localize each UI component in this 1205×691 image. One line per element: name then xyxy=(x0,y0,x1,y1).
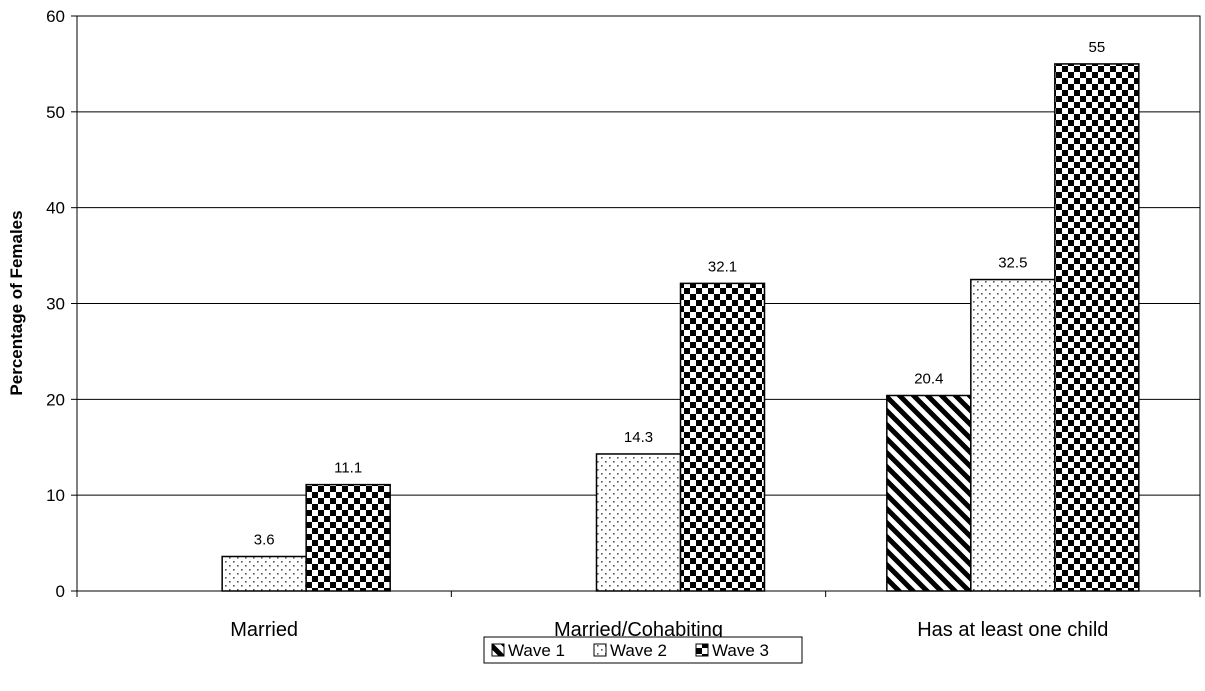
y-tick-labels: 0 10 20 30 40 50 60 xyxy=(46,7,65,601)
legend-swatch xyxy=(491,643,505,657)
y-tick-label: 20 xyxy=(46,390,65,409)
data-label: 14.3 xyxy=(624,429,653,446)
data-label: 3.6 xyxy=(254,532,275,549)
plot-frame xyxy=(76,15,1201,592)
y-tick-label: 0 xyxy=(56,582,65,601)
data-label: 11.1 xyxy=(334,460,362,477)
legend-label: Wave 1 xyxy=(508,641,565,660)
bar-wave-2 xyxy=(221,555,307,592)
bar-wave-2 xyxy=(595,453,682,592)
bar-wave-3 xyxy=(679,282,766,592)
y-tick-label: 50 xyxy=(46,103,65,122)
y-tick-label: 30 xyxy=(46,295,65,314)
data-label: 32.1 xyxy=(708,258,737,275)
category-labels: Married Married/Cohabiting Has at least on… xyxy=(230,619,1108,641)
legend-label: Wave 3 xyxy=(712,641,769,660)
data-label: 32.5 xyxy=(998,255,1027,272)
data-label: 55 xyxy=(1088,39,1105,56)
category-label: Married xyxy=(230,619,298,641)
data-label: 20.4 xyxy=(914,371,943,388)
bar-wave-2 xyxy=(970,278,1056,592)
category-label: Has at least one child xyxy=(917,619,1108,641)
y-axis-title: Percentage of Females xyxy=(7,210,26,395)
legend-label: Wave 2 xyxy=(610,641,667,660)
legend: Wave 1 Wave 2 Wave 3 xyxy=(483,636,803,664)
axes xyxy=(71,15,1201,597)
legend-box xyxy=(483,636,803,664)
y-tick-label: 40 xyxy=(46,199,65,218)
bars xyxy=(221,63,1140,592)
y-tick-label: 10 xyxy=(46,486,65,505)
legend-swatch xyxy=(593,643,607,657)
bar-wave-1 xyxy=(886,394,972,592)
y-tick-label: 60 xyxy=(46,7,65,26)
bar-wave-3 xyxy=(305,483,391,592)
data-labels: 3.6 11.1 14.3 32.1 20.4 32.5 55 xyxy=(254,39,1105,549)
bar-wave-3 xyxy=(1054,63,1140,592)
category-label: Married/Cohabiting xyxy=(554,619,723,641)
legend-swatch xyxy=(695,643,709,657)
